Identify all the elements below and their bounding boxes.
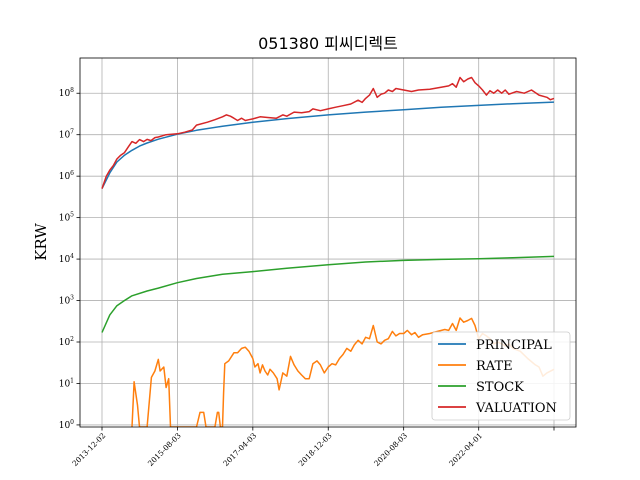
y-tick-exponent: 6	[70, 170, 74, 177]
legend-label: RATE	[476, 359, 513, 374]
series-line-valuation	[101, 76, 555, 189]
y-tick-base: 10	[59, 131, 71, 141]
y-tick-label: 100	[59, 419, 74, 431]
y-tick-exponent: 4	[70, 253, 74, 260]
y-tick-label: 104	[59, 253, 74, 265]
y-tick-label: 102	[59, 336, 74, 348]
x-tick-label: 2013-12-02	[70, 431, 107, 468]
y-tick-label: 101	[59, 377, 74, 389]
legend: PRINCIPAL RATE STOCK VALUATION	[431, 331, 571, 421]
legend-label: VALUATION	[475, 401, 557, 416]
y-tick-base: 10	[59, 255, 71, 265]
chart-title: 051380 피씨디렉트	[258, 34, 398, 53]
y-tick-label: 103	[59, 295, 74, 307]
series-lines	[101, 76, 555, 427]
x-axis-ticks: 2013-12-02 2015-08-03 2017-04-03 2018-12-03…	[70, 427, 555, 468]
y-tick-base: 10	[59, 172, 71, 182]
x-tick-label: 2015-08-03	[146, 431, 183, 468]
y-tick-base: 10	[59, 297, 71, 307]
x-tick-label: 2018-12-03	[297, 431, 334, 468]
y-tick-label: 107	[59, 129, 74, 141]
legend-box	[431, 331, 571, 421]
y-tick-exponent: 2	[70, 336, 74, 343]
y-tick-exponent: 0	[70, 419, 74, 426]
y-tick-base: 10	[59, 89, 71, 99]
y-tick-label: 105	[59, 212, 74, 224]
y-tick-exponent: 8	[70, 87, 74, 94]
y-tick-label: 106	[59, 170, 74, 182]
legend-label: STOCK	[476, 380, 524, 395]
series-line-principal	[101, 101, 555, 189]
y-tick-base: 10	[59, 421, 71, 431]
x-tick-label: 2022-04-01	[447, 431, 484, 468]
series-line-rate	[131, 317, 555, 427]
y-tick-label: 108	[59, 87, 74, 99]
series-line-stock	[101, 255, 555, 333]
y-tick-exponent: 7	[70, 129, 74, 136]
y-tick-base: 10	[59, 338, 71, 348]
y-tick-exponent: 3	[70, 295, 74, 302]
y-tick-base: 10	[59, 214, 71, 224]
y-tick-exponent: 5	[70, 212, 74, 219]
y-tick-exponent: 1	[70, 377, 74, 384]
y-axis-label: KRW	[32, 223, 50, 261]
x-tick-label: 2020-08-03	[372, 431, 409, 468]
y-tick-base: 10	[59, 379, 71, 389]
x-tick-label: 2017-04-03	[221, 431, 258, 468]
legend-label: PRINCIPAL	[476, 338, 552, 353]
